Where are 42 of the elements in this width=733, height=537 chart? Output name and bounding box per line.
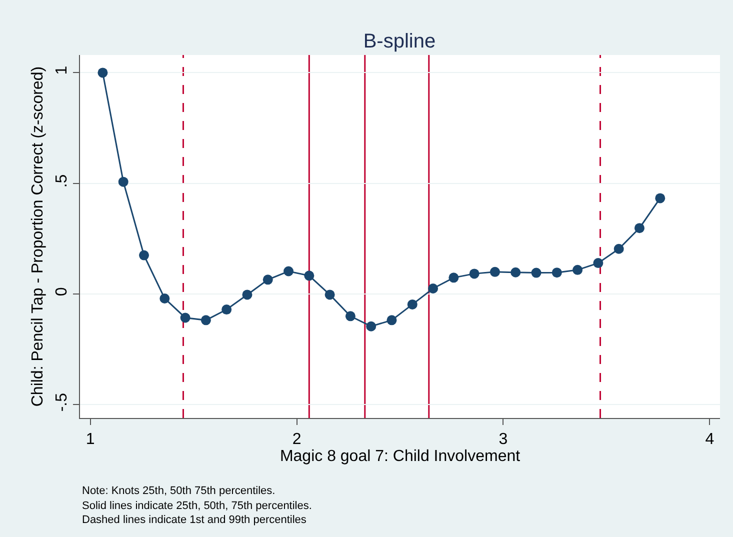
point bbox=[469, 268, 480, 279]
y-tick-label: 0 bbox=[54, 287, 71, 296]
point bbox=[200, 315, 211, 326]
point bbox=[655, 193, 666, 204]
point bbox=[345, 311, 356, 322]
chart-title: B-spline bbox=[363, 30, 436, 52]
point bbox=[366, 321, 376, 332]
point bbox=[490, 266, 500, 277]
x-tick-label: 4 bbox=[705, 431, 714, 448]
point bbox=[139, 250, 149, 260]
point bbox=[614, 244, 624, 254]
text: Solid lines indicate 25th, 50th, 75th percentiles. bbox=[82, 500, 312, 512]
y-tick-label: 1 bbox=[54, 66, 71, 75]
point bbox=[386, 315, 397, 326]
x-tick-label: 3 bbox=[498, 431, 508, 448]
point bbox=[98, 68, 108, 78]
y-tick-label: .5 bbox=[54, 174, 71, 188]
point bbox=[531, 268, 542, 278]
text: Note: Knots 25th, 50th 75th percentiles. bbox=[82, 485, 276, 497]
point bbox=[242, 290, 252, 300]
point bbox=[510, 267, 521, 278]
y-tick-label: -.5 bbox=[54, 392, 71, 412]
point bbox=[593, 258, 604, 268]
point bbox=[262, 274, 273, 285]
point bbox=[304, 270, 314, 281]
text: Dashed lines indicate 1st and 99th percentiles bbox=[82, 514, 307, 526]
x-tick-label: 2 bbox=[292, 431, 302, 448]
x-tick-label: 1 bbox=[86, 431, 95, 448]
point bbox=[284, 266, 294, 276]
x-axis-title: Magic 8 goal 7: Child Involvement bbox=[280, 448, 521, 466]
point bbox=[634, 223, 644, 234]
point bbox=[160, 293, 170, 304]
point bbox=[118, 176, 128, 187]
y-axis-title: Child: Pencil Tap - Proportion Correct (z-scored) bbox=[30, 66, 46, 407]
point bbox=[552, 268, 562, 278]
point bbox=[448, 272, 459, 283]
point bbox=[428, 284, 438, 294]
point bbox=[407, 299, 418, 310]
point bbox=[572, 264, 583, 275]
point bbox=[222, 304, 232, 315]
point bbox=[324, 290, 335, 300]
point bbox=[180, 312, 190, 323]
